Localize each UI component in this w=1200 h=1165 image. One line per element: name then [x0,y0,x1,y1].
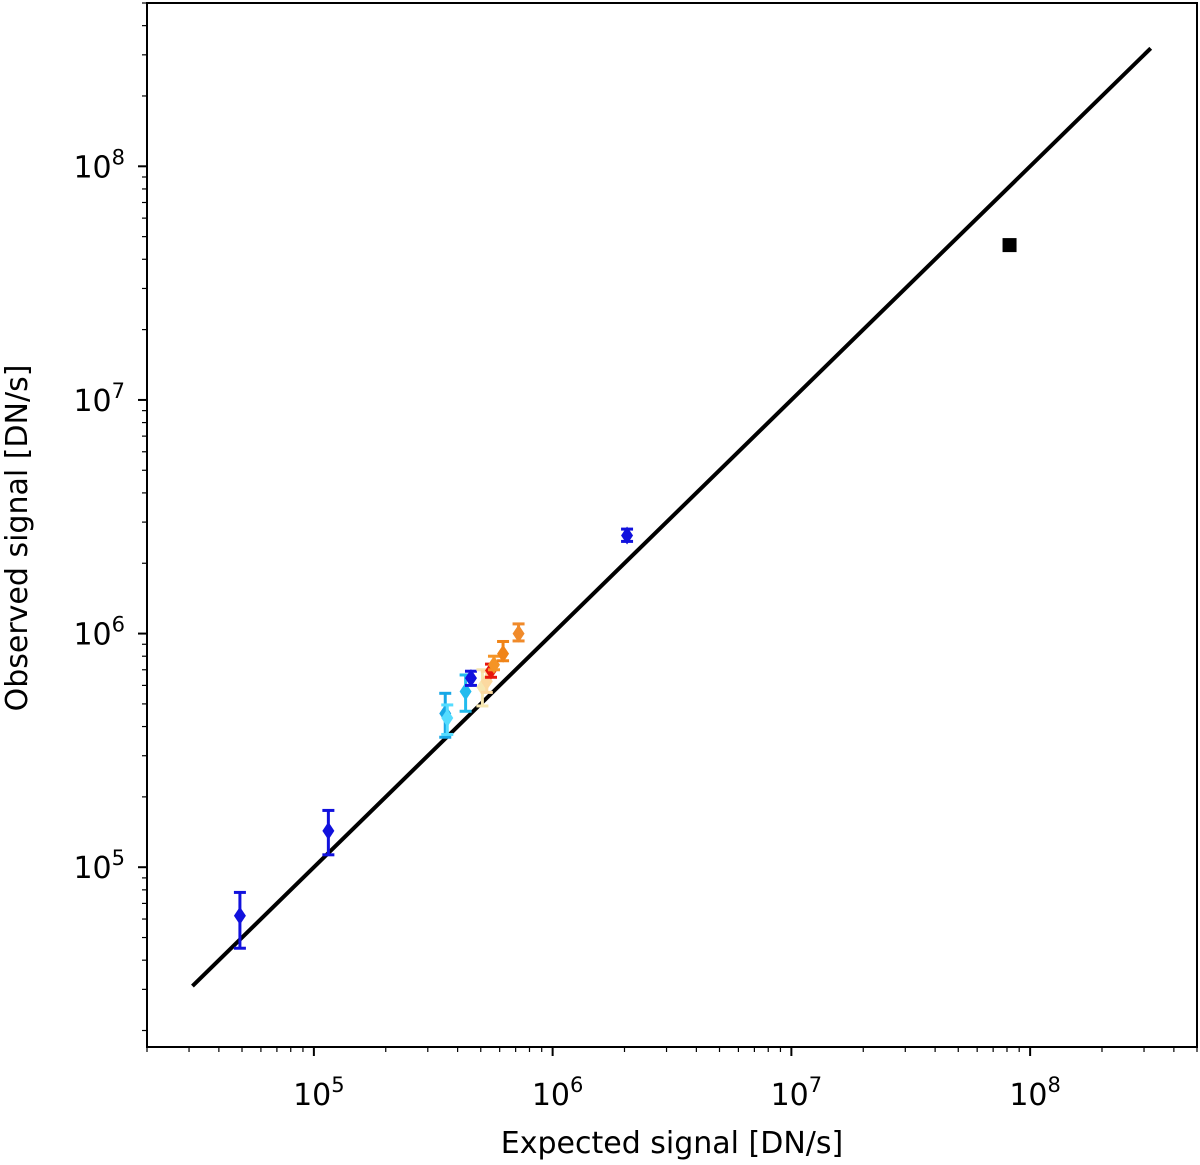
plot-marks [191,46,1153,988]
data-point-square [1002,238,1017,253]
y-tick-label: 108 [73,145,125,185]
x-axis-title: Expected signal [DN/s] [501,1126,843,1161]
data-point-diamond [322,821,335,840]
x-tick-label: 105 [293,1073,345,1113]
data-point-diamond [487,655,500,674]
data-point-diamond [497,644,510,663]
x-tick-label: 108 [1009,1073,1061,1113]
data-point-diamond [464,669,477,688]
tick-labels: 105 106 107 108 105 106 107 108 [73,145,1060,1113]
data-point-diamond [512,624,525,643]
reference-line [191,46,1153,988]
y-axis-title: Observed signal [DN/s] [0,365,35,712]
x-tick-label: 107 [771,1073,823,1113]
data-point-diamond [459,682,472,701]
major-ticks [138,165,1032,1056]
data-point-diamond [621,526,634,545]
data-point-diamond [441,709,454,728]
y-tick-label: 106 [73,613,125,653]
x-tick-label: 106 [532,1073,584,1113]
plot-frame [146,2,1198,1048]
y-tick-label: 105 [73,846,125,886]
data-point-diamond [233,906,246,925]
y-tick-label: 107 [73,379,125,419]
